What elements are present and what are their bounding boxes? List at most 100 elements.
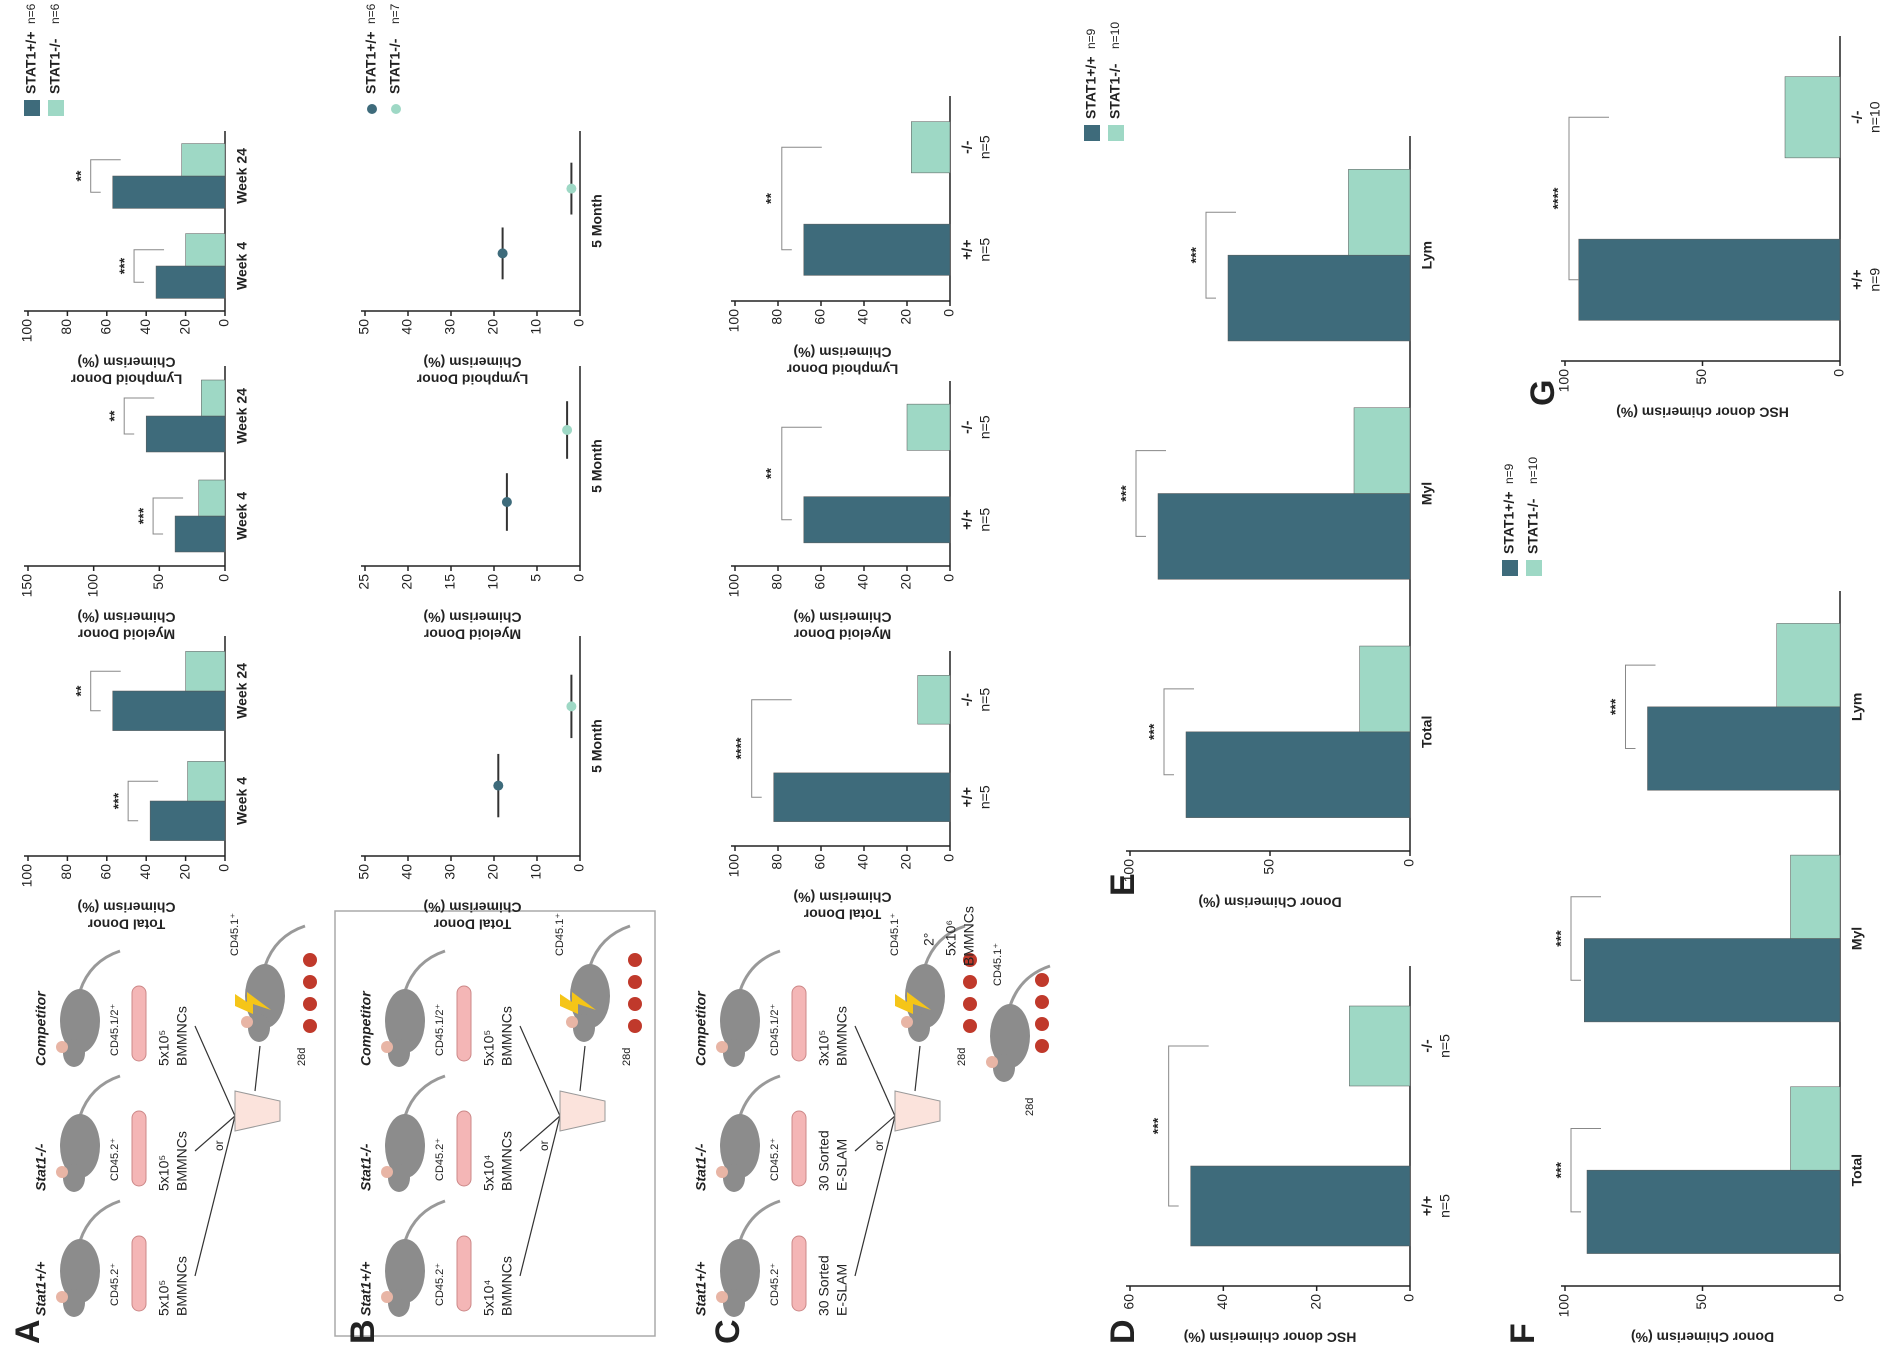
bar <box>1185 731 1411 818</box>
days-label: 28d <box>296 1048 308 1066</box>
irradiation <box>560 992 596 1014</box>
donor-marker: CD45.2⁺ <box>769 1138 781 1181</box>
y-axis-label: Chimerism (%) <box>793 344 891 360</box>
y-tick-label: 20 <box>485 319 501 335</box>
donor-genotype: Stat1-/- <box>693 1143 709 1191</box>
y-tick-label: 40 <box>399 319 415 335</box>
legend-label: STAT1+/+ <box>1501 491 1517 554</box>
y-tick-label: 80 <box>769 854 785 870</box>
donor-marker: CD45.2⁺ <box>434 1138 446 1181</box>
y-tick-label: 100 <box>1121 859 1137 883</box>
bar <box>1227 254 1411 342</box>
x-tick-label: +/+ <box>959 240 975 260</box>
donor-genotype: Competitor <box>358 990 374 1066</box>
y-tick-label: 40 <box>855 854 871 870</box>
blood-drop <box>303 1019 317 1033</box>
mouse-head <box>723 1039 745 1067</box>
y-axis-label: Chimerism (%) <box>793 609 891 625</box>
bar <box>803 223 951 276</box>
y-tick-label: 5 <box>528 574 544 582</box>
legend-swatch <box>1502 560 1518 576</box>
donor-genotype: Competitor <box>33 990 49 1066</box>
y-tick-label: 0 <box>941 309 957 317</box>
y-axis-label: Chimerism (%) <box>77 609 175 625</box>
y-tick-label: 10 <box>485 574 501 590</box>
mean-dot <box>566 183 577 194</box>
x-tick-label: +/+ <box>1419 1196 1435 1216</box>
mouse-ear <box>241 1016 253 1028</box>
mouse-tail <box>403 949 446 992</box>
y-tick-label: 0 <box>1831 1294 1847 1302</box>
mean-dot <box>501 497 512 507</box>
y-tick-label: 20 <box>898 854 914 870</box>
y-tick-label: 60 <box>812 854 828 870</box>
blood-drop <box>628 1019 642 1033</box>
legend-note: n=10 <box>1526 457 1540 484</box>
legend-note: n=9 <box>1502 463 1516 484</box>
arrow <box>519 1115 561 1152</box>
panel-label: B <box>344 1319 382 1344</box>
y-tick-label: 50 <box>150 574 166 590</box>
x-tick-label: -/- <box>959 420 975 434</box>
significance-bracket <box>123 397 155 435</box>
bar <box>1584 938 1841 1023</box>
significance: *** <box>1553 1161 1569 1178</box>
tube <box>894 1090 941 1132</box>
significance: ** <box>72 170 88 181</box>
donor-marker: CD45.1/2⁺ <box>109 1004 121 1056</box>
arrow <box>914 1045 921 1092</box>
donor-cells: E-SLAM <box>834 1264 850 1316</box>
x-tick-label: Lym <box>1849 693 1865 721</box>
donor-dose: 5x10⁵ <box>481 1030 497 1066</box>
mouse-head <box>723 1289 745 1317</box>
y-tick-label: 150 <box>19 574 35 598</box>
bar <box>773 772 951 822</box>
y-tick-label: 50 <box>1261 859 1277 875</box>
y-tick-label: 20 <box>485 864 501 880</box>
secondary-cells: BMMNCs <box>961 906 977 966</box>
legend-label: STAT1-/- <box>1525 498 1541 554</box>
bar <box>1157 493 1411 580</box>
significance-bracket <box>781 146 822 251</box>
legend-label: STAT1+/+ <box>363 31 379 94</box>
donor-genotype: Stat1-/- <box>358 1143 374 1191</box>
x-tick-label: Week 4 <box>234 777 250 825</box>
y-tick-label: 10 <box>528 864 544 880</box>
bone <box>131 1110 147 1187</box>
donor-dose: 5x10⁵ <box>156 1030 172 1066</box>
donor-dose: 5x10⁵ <box>156 1280 172 1316</box>
y-axis-label: Myeloid Donor <box>423 626 521 642</box>
panel-label: C <box>709 1319 747 1344</box>
bar <box>1776 623 1841 708</box>
legend-swatch <box>1084 125 1100 141</box>
significance-bracket <box>133 249 165 283</box>
x-tick-label: Lym <box>1419 241 1435 269</box>
blood-drop <box>628 953 642 967</box>
donor-dose: 5x10⁵ <box>156 1155 172 1191</box>
y-tick-label: 40 <box>399 864 415 880</box>
significance: *** <box>1553 930 1569 947</box>
legend-swatch <box>48 100 64 116</box>
y-axis-label: Total Donor <box>433 916 511 932</box>
y-axis-label: Donor Chimerism (%) <box>1631 1329 1774 1345</box>
significance-bracket <box>781 426 822 521</box>
y-tick-label: 0 <box>941 854 957 862</box>
blood-drop <box>303 975 317 989</box>
significance-bracket <box>751 699 792 798</box>
significance: ** <box>106 410 122 421</box>
y-axis-label: Lymphoid Donor <box>70 371 182 387</box>
x-tick-label: Week 24 <box>234 148 250 204</box>
y-axis-label: Lymphoid Donor <box>786 361 898 377</box>
y-tick-label: 80 <box>769 309 785 325</box>
significance-bracket <box>1570 1127 1601 1213</box>
donor-genotype: Stat1+/+ <box>33 1262 49 1316</box>
blood-drop <box>963 997 977 1011</box>
days-label: 28d <box>621 1048 633 1066</box>
bone <box>131 1235 147 1312</box>
recipient-marker: CD45.1⁺ <box>554 913 566 956</box>
bar <box>187 761 226 802</box>
significance: *** <box>110 792 126 809</box>
donor-genotype: Stat1+/+ <box>358 1262 374 1316</box>
donor-genotype: Stat1+/+ <box>693 1262 709 1316</box>
